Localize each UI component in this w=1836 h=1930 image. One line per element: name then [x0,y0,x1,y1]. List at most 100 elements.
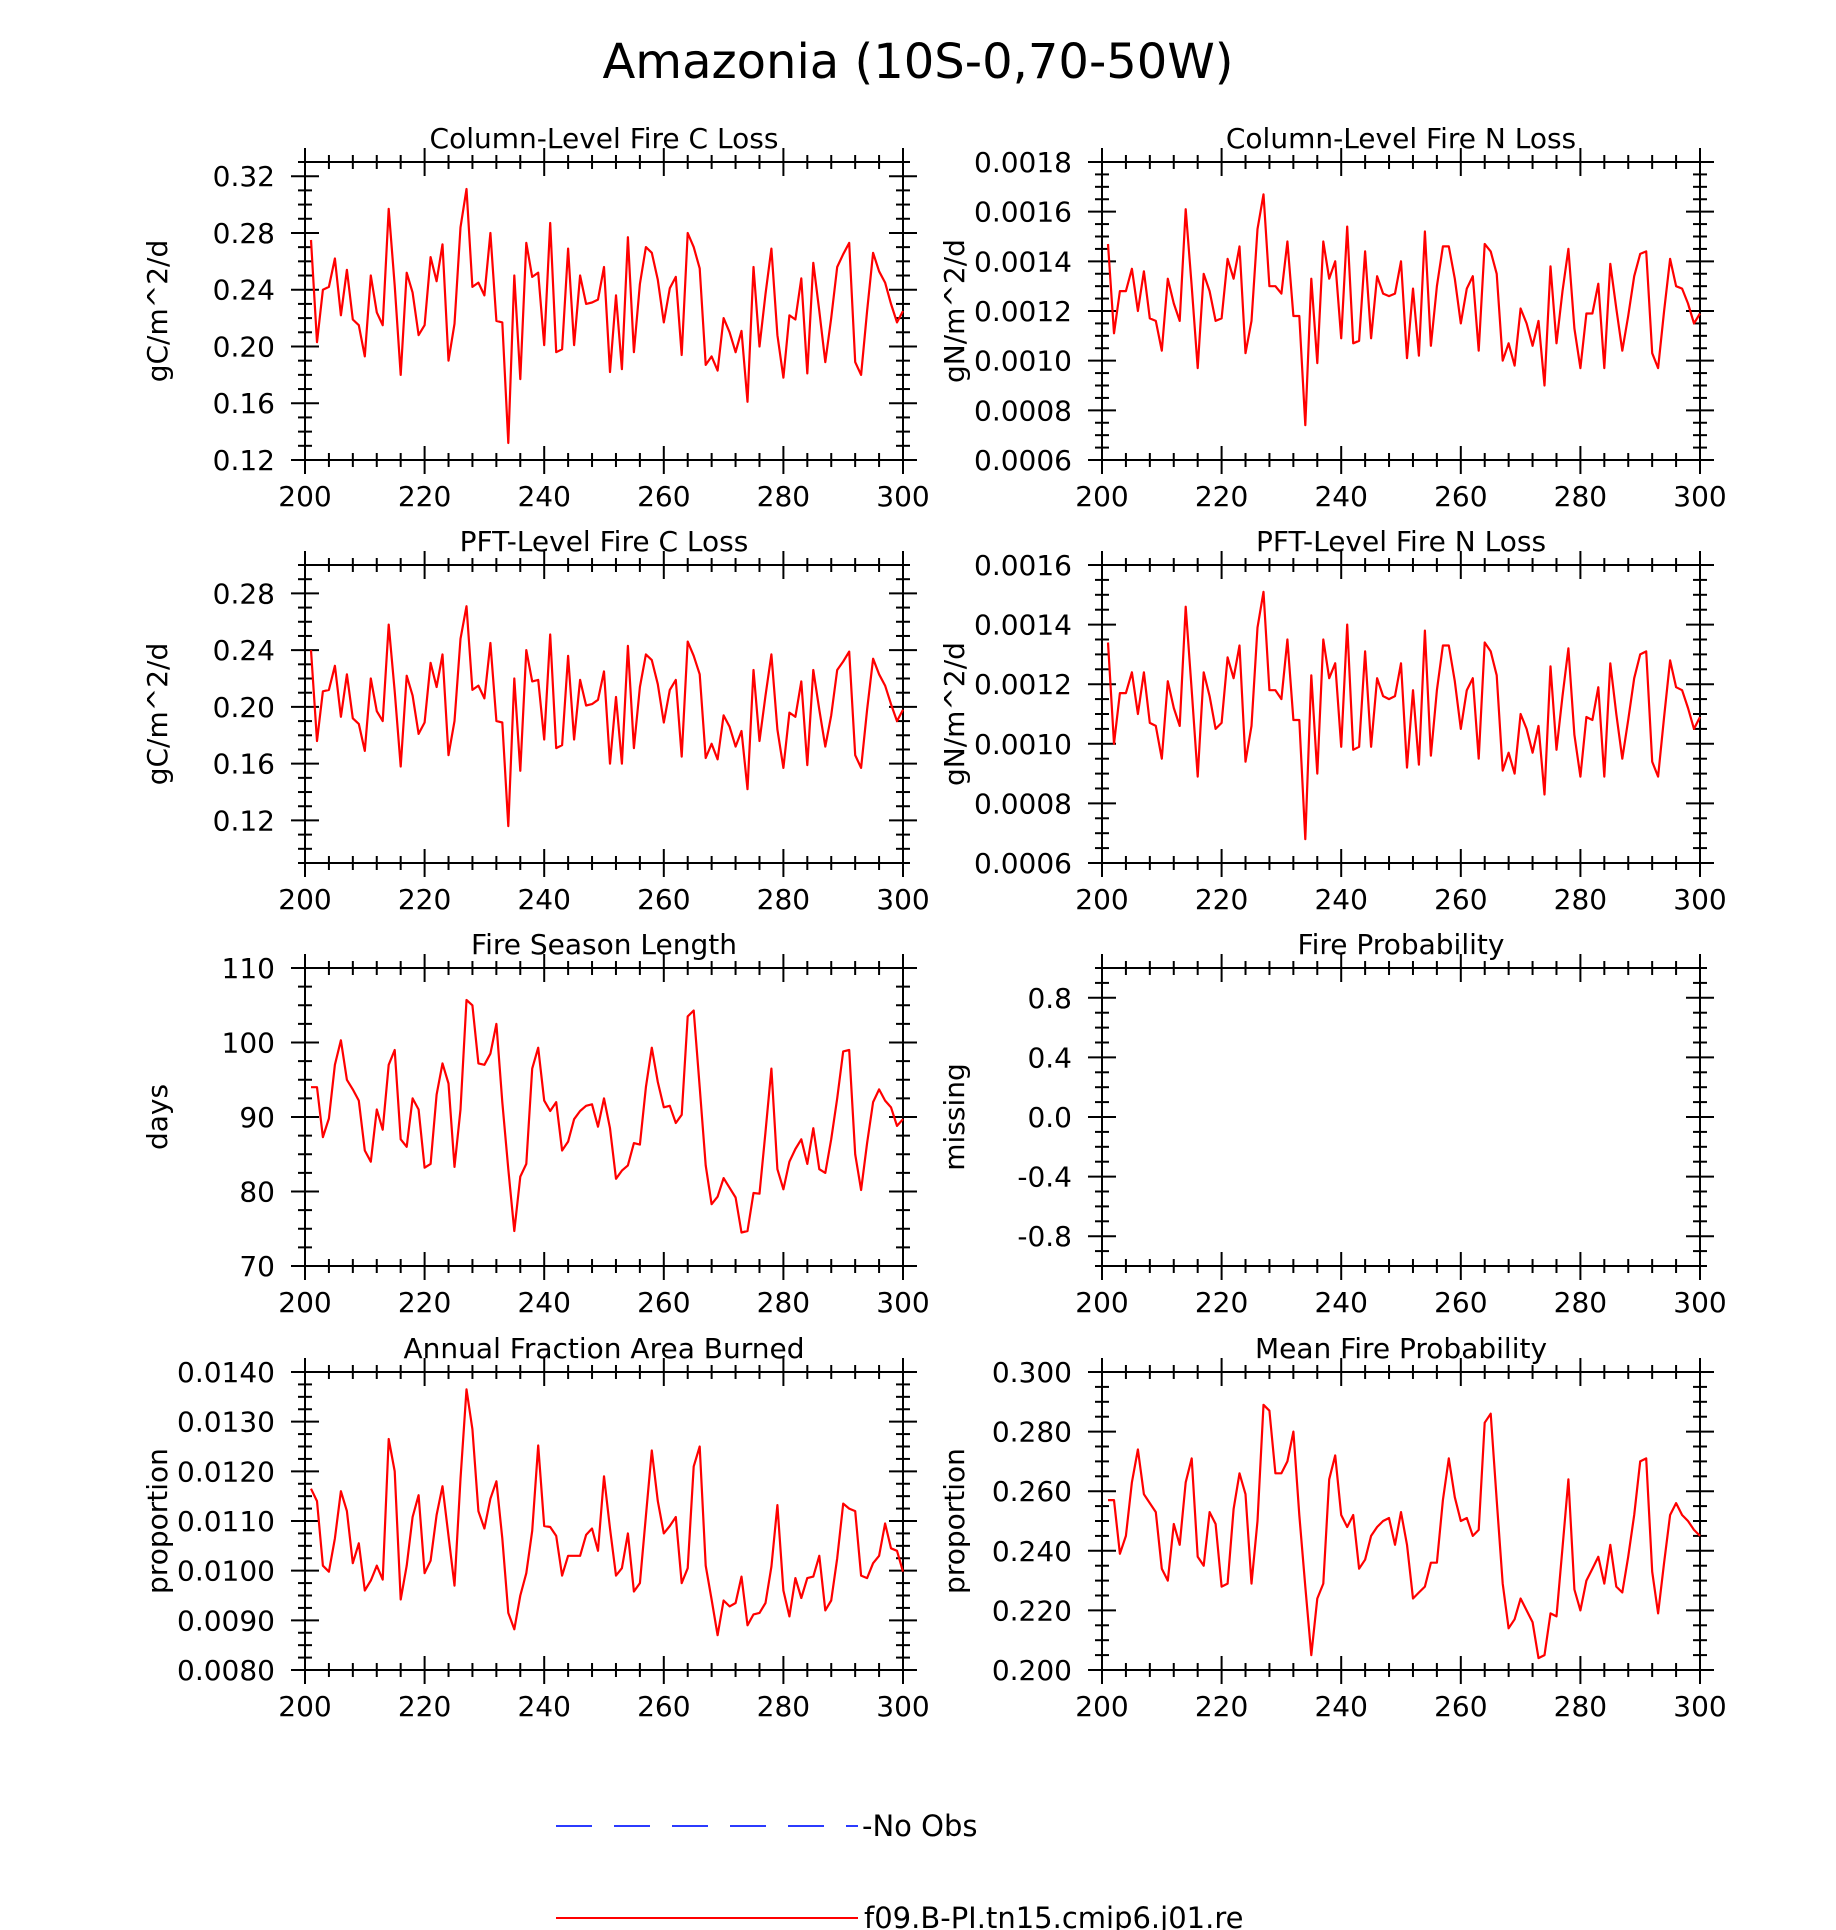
y-tick-label: 0.32 [213,160,275,193]
y-axis-label: proportion [938,1448,971,1594]
x-tick-label: 280 [757,883,810,916]
y-axis-label: gN/m^2/d [938,642,971,786]
x-tick-label: 300 [1673,480,1726,513]
x-tick-label: 240 [1314,883,1367,916]
y-tick-label: 0.240 [992,1535,1072,1568]
x-tick-label: 260 [637,883,690,916]
y-tick-label: 0.16 [213,748,275,781]
y-axis-label: gN/m^2/d [938,239,971,383]
legend-label-model: f09.B-PI.tn15.cmip6.j01.re [864,1901,1243,1930]
y-tick-label: 0.0120 [177,1455,275,1488]
panel-5: Fire Season Length days 200 220 240 260 280 300… [141,928,930,1319]
x-tick-label: 240 [517,1286,570,1319]
x-tick-label: 260 [1434,1286,1487,1319]
y-tick-label: 100 [222,1027,275,1060]
panel-1: Column-Level Fire C Loss gC/m^2/d 200 220 24… [141,122,930,513]
y-tick-label: 0.260 [992,1475,1072,1508]
y-tick-label: 0.0012 [974,295,1072,328]
panel-title: PFT-Level Fire N Loss [1256,525,1546,558]
y-tick-label: 110 [222,952,275,985]
y-tick-label: 0.4 [1027,1041,1072,1074]
x-tick-label: 280 [757,1286,810,1319]
y-tick-label: 0.12 [213,804,275,837]
y-tick-label: 0.0016 [974,549,1072,582]
series-line-1 [310,1388,905,1637]
y-tick-label: 0.0100 [177,1555,275,1588]
y-axis-label: missing [938,1063,971,1171]
panel-title: Fire Probability [1298,928,1505,961]
x-tick-label: 200 [278,883,331,916]
y-tick-label: 0.200 [992,1654,1072,1687]
plot-frame [1101,564,1701,864]
y-tick-label: 0.8 [1027,982,1072,1015]
y-tick-label: 0.0014 [974,609,1072,642]
y-axis-label: gC/m^2/d [141,240,174,383]
panel-6: Fire Probability missing 200 220 240 260 280 30… [938,928,1727,1319]
x-tick-label: 280 [757,1690,810,1723]
y-tick-label: 0.0008 [974,394,1072,427]
y-tick-label: 0.12 [213,444,275,477]
x-tick-label: 260 [637,1286,690,1319]
series-line-1 [1108,1403,1701,1660]
y-tick-label: -0.8 [1017,1220,1072,1253]
x-tick-label: 280 [1554,883,1607,916]
x-tick-label: 200 [1075,1690,1128,1723]
x-tick-label: 220 [1195,1286,1248,1319]
x-tick-label: 200 [278,1286,331,1319]
y-tick-label: 0.0012 [974,668,1072,701]
series-line-1 [1106,590,1701,841]
panel-title: Mean Fire Probability [1255,1332,1547,1365]
x-tick-label: 240 [517,883,570,916]
x-tick-label: 220 [1195,480,1248,513]
panel-title: Fire Season Length [471,928,737,961]
x-tick-label: 300 [876,480,929,513]
panel-2: Column-Level Fire N Loss gN/m^2/d 200 220 24… [938,122,1727,513]
x-tick-label: 220 [398,883,451,916]
x-tick-label: 260 [1434,1690,1487,1723]
y-tick-label: 0.0130 [177,1406,275,1439]
y-tick-label: 0.280 [992,1416,1072,1449]
panels: Column-Level Fire C Loss gC/m^2/d 200 220 24… [141,122,1727,1723]
plot-frame [1101,1371,1701,1671]
x-tick-label: 300 [1673,1286,1726,1319]
x-tick-label: 260 [1434,480,1487,513]
x-tick-label: 300 [876,1286,929,1319]
y-tick-label: 0.0080 [177,1654,275,1687]
y-tick-label: 0.0010 [974,728,1072,761]
legend: -No Obs f09.B-PI.tn15.cmip6.j01.re [556,1809,1243,1930]
y-tick-label: 0.0016 [974,196,1072,229]
x-tick-label: 240 [1314,1690,1367,1723]
x-tick-label: 200 [278,480,331,513]
x-tick-label: 220 [1195,883,1248,916]
x-tick-label: 200 [1075,480,1128,513]
x-tick-label: 240 [517,1690,570,1723]
x-tick-label: 220 [398,1286,451,1319]
plot-frame [304,161,904,461]
x-tick-label: 300 [876,1690,929,1723]
y-tick-label: 0.0006 [974,444,1072,477]
plot-frame [304,1371,904,1671]
y-tick-label: 0.28 [213,217,275,250]
series-line-1 [1106,193,1701,427]
x-tick-label: 220 [398,1690,451,1723]
series-line-1 [309,187,904,445]
panel-title: PFT-Level Fire C Loss [460,525,749,558]
y-tick-label: 80 [239,1176,275,1209]
x-tick-label: 260 [637,480,690,513]
y-tick-label: 70 [239,1250,275,1283]
x-tick-label: 300 [876,883,929,916]
x-tick-label: 300 [1673,1690,1726,1723]
y-tick-label: 0.0014 [974,245,1072,278]
series-line-1 [311,998,904,1234]
y-tick-label: 0.0090 [177,1604,275,1637]
x-tick-label: 240 [1314,480,1367,513]
x-tick-label: 280 [1554,480,1607,513]
panel-7: Annual Fraction Area Burned proportion 200… [141,1332,930,1723]
y-tick-label: 0.0010 [974,345,1072,378]
x-tick-label: 280 [1554,1690,1607,1723]
legend-label-no-obs: -No Obs [862,1809,977,1843]
panel-8: Mean Fire Probability proportion 200 220 240… [938,1332,1727,1723]
x-tick-label: 260 [637,1690,690,1723]
x-tick-label: 200 [278,1690,331,1723]
